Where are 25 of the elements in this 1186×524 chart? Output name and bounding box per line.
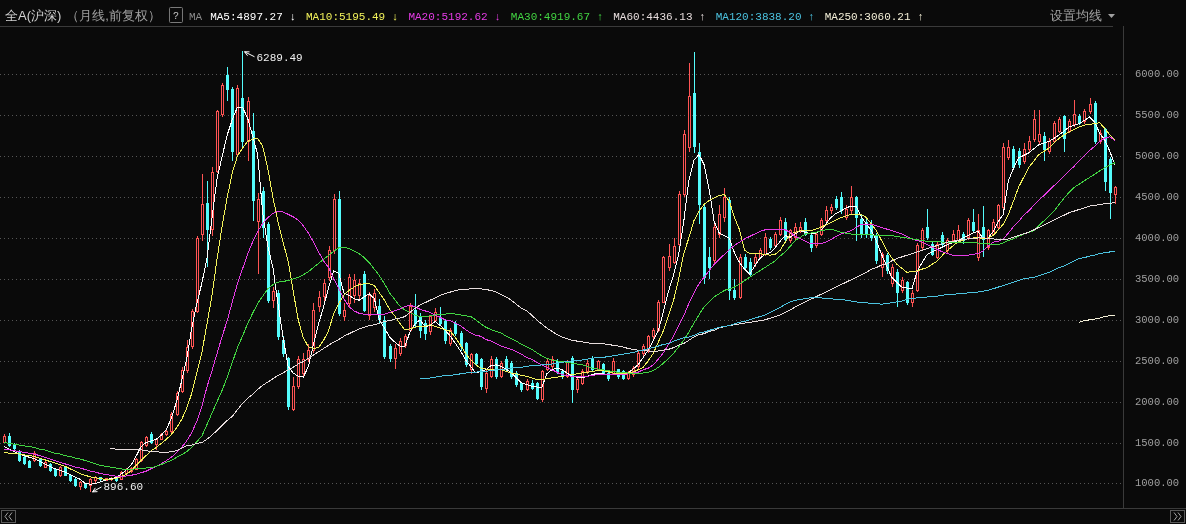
y-tick-label: 4000.00 (1135, 232, 1180, 245)
chart-title: 全A(沪深) (5, 8, 62, 23)
text: MA30:4919.67 ↑ (510, 11, 604, 23)
y-tick-label: 4500.00 (1135, 191, 1180, 204)
text: MA250:3060.21 ↑ (824, 11, 924, 23)
legend-title: MA (188, 11, 203, 23)
text: 设置均线 (1050, 8, 1102, 23)
annotation: 6289.49 (256, 51, 303, 64)
text: MA20:5192.62 ↓ (408, 11, 501, 23)
y-tick-label: 2500.00 (1135, 354, 1180, 367)
text: MA120:3838.20 ↑ (715, 11, 815, 23)
text: MA10:5195.49 ↓ (306, 11, 399, 23)
chart-subtitle: （月线,前复权） (66, 8, 161, 23)
text: ? (172, 11, 179, 22)
y-tick-label: 3000.00 (1135, 313, 1180, 326)
y-tick-label: 6000.00 (1135, 68, 1180, 81)
y-tick-label: 5500.00 (1135, 109, 1180, 122)
text: MA60:4436.13 ↑ (613, 11, 706, 23)
annotation: 896.60 (103, 480, 144, 493)
y-tick-label: 5000.00 (1135, 150, 1180, 163)
y-tick-label: 2000.00 (1135, 395, 1180, 408)
y-tick-label: 1500.00 (1135, 436, 1180, 449)
y-tick-label: 1000.00 (1135, 477, 1180, 490)
text: MA5:4897.27 ↓ (210, 11, 296, 23)
y-tick-label: 3500.00 (1135, 272, 1180, 285)
